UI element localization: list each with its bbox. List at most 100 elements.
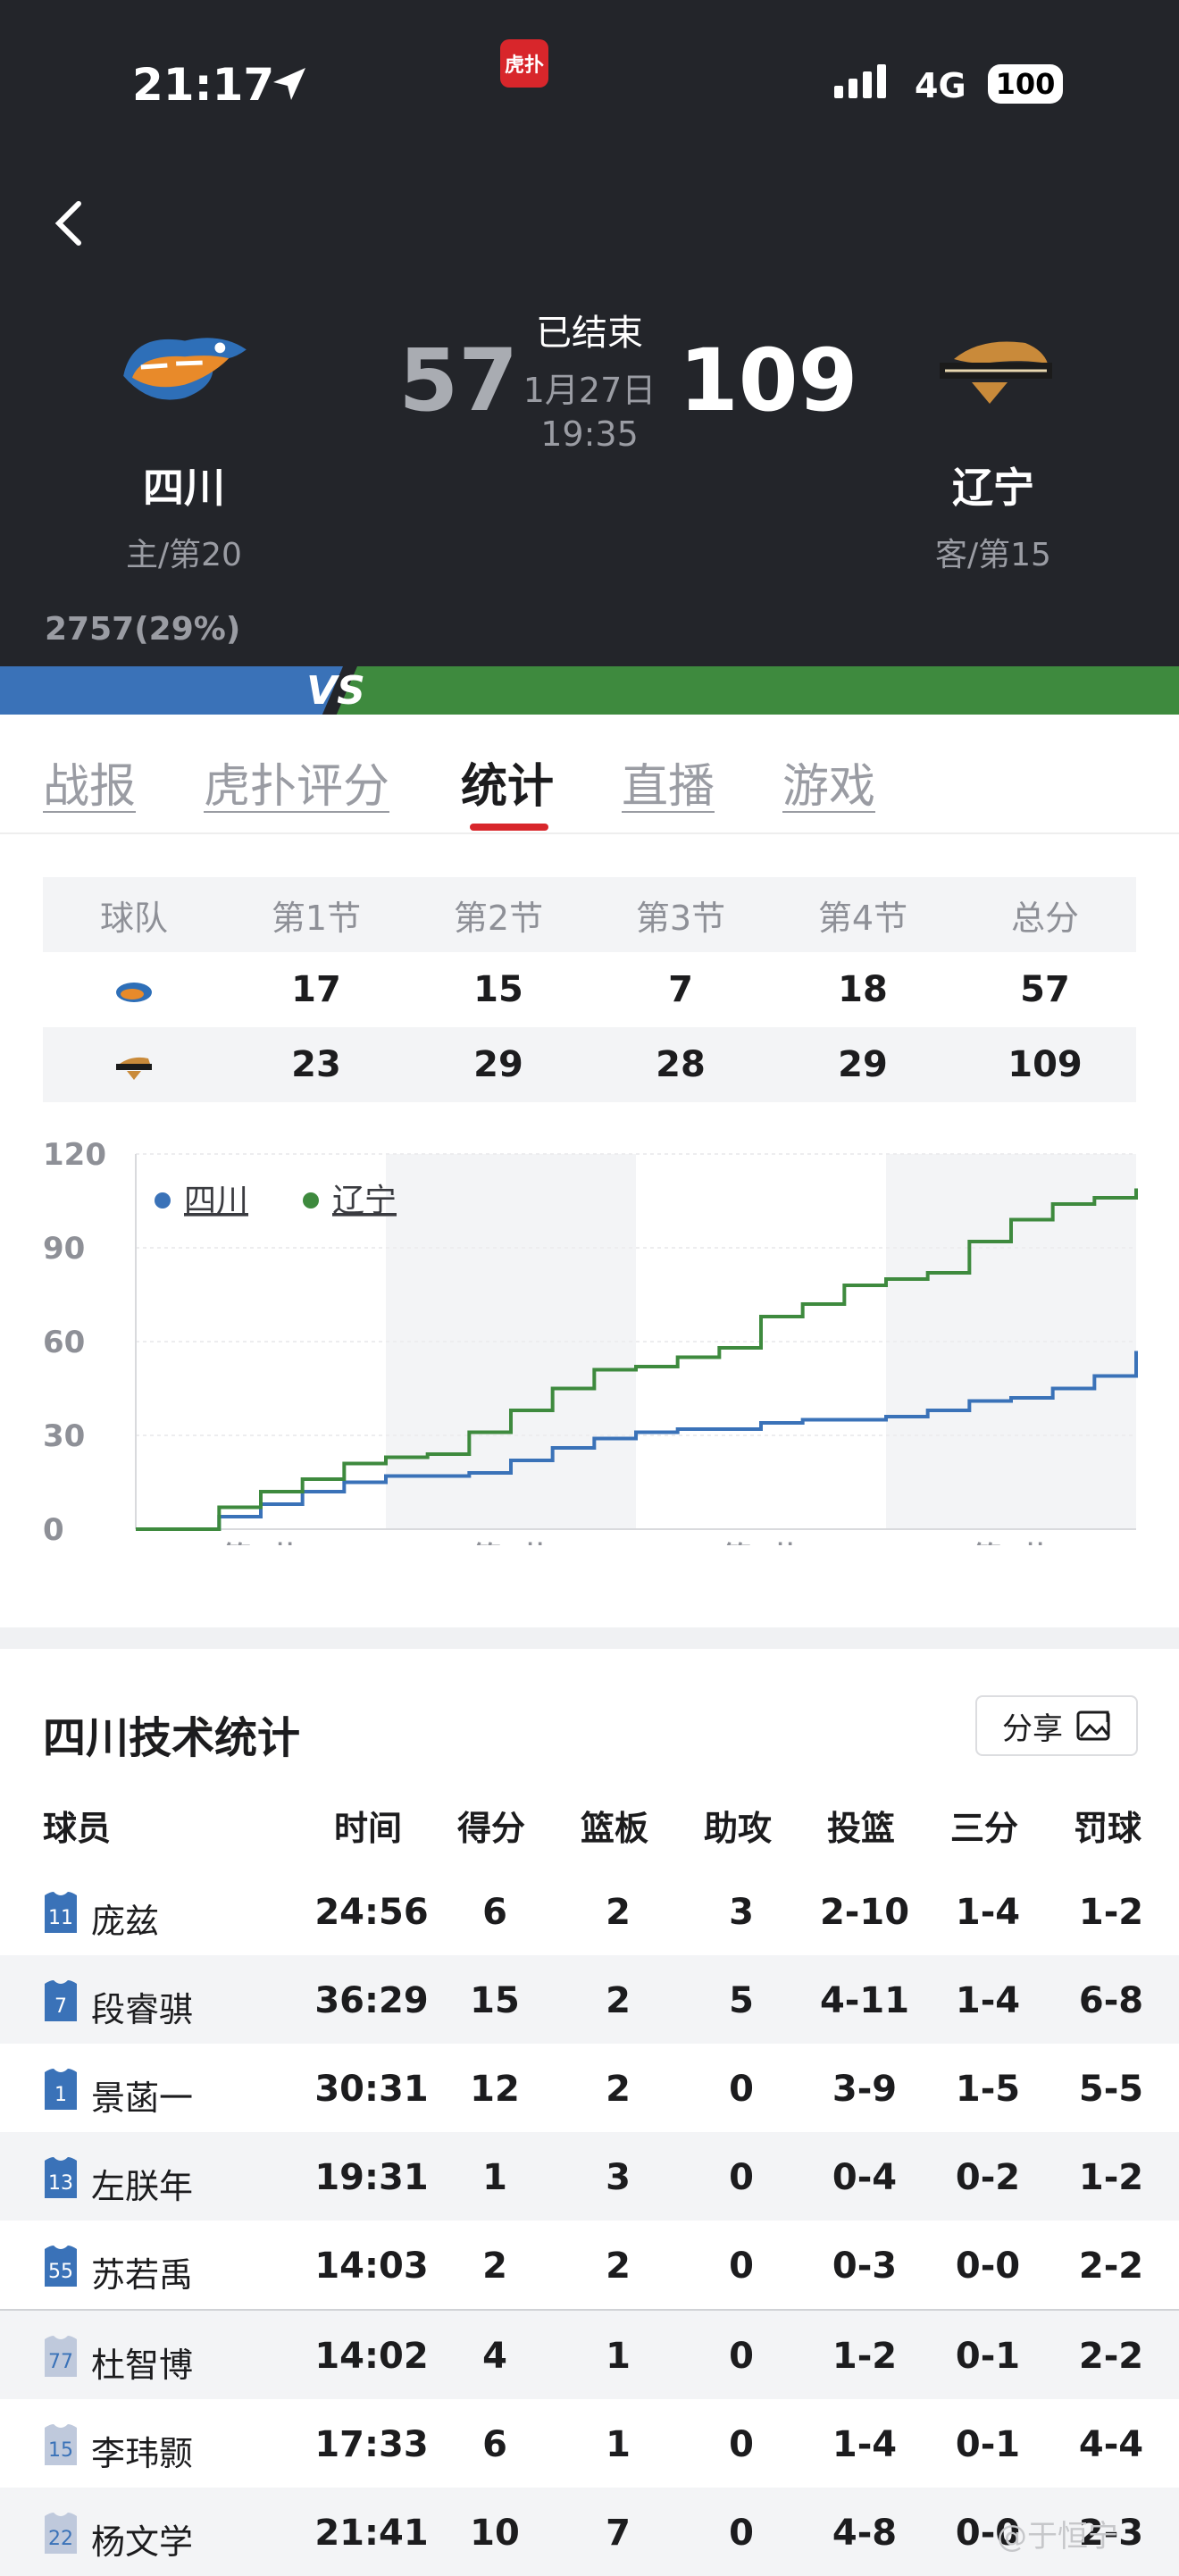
header-fg: 投篮 (827, 1809, 896, 1848)
table-row[interactable]: 13 左朕年 19:31 1 3 0 0-4 0-2 1-2 (0, 2132, 1179, 2221)
score-cell: 109 (1008, 1044, 1083, 1085)
stat-time: 21:41 (314, 2513, 429, 2554)
table-header-cell: 第4节 (817, 898, 908, 938)
score-cell: 18 (838, 969, 888, 1010)
jersey-icon: 77 (45, 2336, 77, 2377)
table-row[interactable]: 7 段睿骐 36:29 15 2 5 4-11 1-4 6-8 (0, 1955, 1179, 2044)
signal-icon (834, 64, 891, 98)
bench-divider (0, 2309, 1179, 2311)
player-name[interactable]: 左朕年 (91, 2167, 194, 2206)
header-assists: 助攻 (704, 1809, 773, 1848)
share-button[interactable]: 分享 (975, 1695, 1138, 1756)
stat-rebounds: 2 (606, 2069, 631, 2110)
player-name[interactable]: 杜智博 (91, 2346, 194, 2385)
score-flow-chart: 120 90 60 30 0 第1节 第2节 第3节 第4节 四川 辽宁 (43, 1137, 1138, 1545)
network-type: 4G (915, 66, 966, 105)
y-tick-label: 120 (43, 1137, 106, 1173)
tab-rating[interactable]: 虎扑评分 (204, 760, 390, 814)
score-cell: 29 (838, 1044, 888, 1085)
share-label: 分享 (1002, 1710, 1063, 1747)
table-header-cell: 总分 (1010, 898, 1079, 938)
legend-dot (303, 1192, 319, 1209)
stats-title: 四川技术统计 (43, 1713, 301, 1763)
stat-assists: 0 (729, 2069, 754, 2110)
stat-rebounds: 3 (606, 2157, 631, 2198)
stat-points: 15 (470, 1980, 520, 2021)
x-tick-label: 第3节 (723, 1540, 799, 1545)
header-time: 时间 (334, 1809, 403, 1848)
stat-fg: 1-4 (832, 2424, 898, 2465)
sichuan-mini-logo-icon (116, 983, 152, 1002)
stat-ft: 2-2 (1078, 2246, 1144, 2287)
stat-assists: 0 (729, 2513, 754, 2554)
stat-fg: 1-2 (832, 2336, 898, 2377)
tab-game[interactable]: 游戏 (782, 760, 876, 814)
legend-label[interactable]: 四川 (184, 1183, 248, 1219)
home-score: 57 (398, 330, 518, 431)
stat-rebounds: 2 (606, 1980, 631, 2021)
active-tab-indicator (470, 824, 548, 831)
header-3pt: 三分 (950, 1809, 1019, 1848)
player-name[interactable]: 李玮颢 (91, 2434, 194, 2473)
stat-ft: 6-8 (1078, 1980, 1144, 2021)
stat-three-pt: 1-4 (955, 1892, 1021, 1933)
jersey-number: 22 (48, 2528, 73, 2550)
table-row[interactable]: 15 李玮颢 17:33 6 1 0 1-4 0-1 4-4 (0, 2399, 1179, 2488)
player-name[interactable]: 庞兹 (91, 1902, 160, 1941)
table-row-home: 17 15 7 18 57 (43, 952, 1136, 1027)
tab-report[interactable]: 战报 (43, 760, 137, 814)
table-row[interactable]: 1 景菡一 30:31 12 2 0 3-9 1-5 5-5 (0, 2044, 1179, 2132)
stat-fg: 0-3 (832, 2246, 898, 2287)
watermark: @于恒宁 (997, 2519, 1118, 2555)
section-divider (0, 1627, 1179, 1649)
table-row[interactable]: 55 苏若禹 14:03 2 2 0 0-3 0-0 2-2 (0, 2221, 1179, 2309)
battery-icon: 100 (988, 64, 1063, 104)
sichuan-logo-icon[interactable] (114, 314, 255, 420)
table-header-cell: 第2节 (453, 898, 544, 938)
stat-ft: 2-2 (1078, 2336, 1144, 2377)
player-name[interactable]: 杨文学 (91, 2522, 194, 2562)
game-header: 21:17 虎扑 4G 100 四川 主/第20 辽宁 客/第15 57 109… (0, 0, 1179, 716)
player-name[interactable]: 苏若禹 (91, 2255, 194, 2295)
table-row[interactable]: 11 庞兹 24:56 6 2 3 2-10 1-4 1-2 (0, 1867, 1179, 1955)
x-tick-label: 第2节 (472, 1540, 549, 1545)
tab-live[interactable]: 直播 (622, 760, 715, 814)
location-arrow-icon (273, 68, 305, 100)
app-badge-icon: 虎扑 (500, 39, 548, 88)
table-row-away: 23 29 28 29 109 (43, 1027, 1136, 1102)
stat-assists: 0 (729, 2424, 754, 2465)
stat-assists: 0 (729, 2246, 754, 2287)
stat-fg: 0-4 (832, 2157, 898, 2198)
vs-label: VS (306, 668, 365, 714)
stat-assists: 0 (729, 2336, 754, 2377)
score-cell: 57 (1020, 969, 1070, 1010)
table-header-cell: 第1节 (271, 898, 362, 938)
stat-ft: 1-2 (1078, 2157, 1144, 2198)
x-tick-label: 第4节 (973, 1540, 1049, 1545)
away-team-rank: 客/第15 (935, 537, 1051, 573)
table-row[interactable]: 77 杜智博 14:02 4 1 0 1-2 0-1 2-2 (0, 2311, 1179, 2399)
jersey-number: 11 (48, 1907, 73, 1929)
tab-stats[interactable]: 统计 (461, 760, 555, 814)
jersey-icon: 13 (45, 2157, 77, 2198)
player-name[interactable]: 段睿骐 (91, 1990, 194, 2029)
quarter-score-table: 球队 第1节 第2节 第3节 第4节 总分 17 15 7 18 57 (43, 877, 1136, 1102)
stat-fg: 2-10 (819, 1892, 910, 1933)
support-bar: VS (0, 666, 1179, 716)
player-name[interactable]: 景菡一 (91, 2078, 194, 2118)
back-icon[interactable] (50, 198, 86, 248)
stat-points: 4 (482, 2336, 507, 2377)
legend-label[interactable]: 辽宁 (332, 1183, 397, 1219)
stat-time: 36:29 (314, 1980, 429, 2021)
stat-points: 1 (482, 2157, 507, 2198)
stat-three-pt: 0-0 (955, 2513, 1021, 2554)
stat-rebounds: 1 (606, 2336, 631, 2377)
jersey-number: 7 (54, 1995, 67, 2018)
stat-time: 17:33 (314, 2424, 429, 2465)
score-cell: 15 (473, 969, 523, 1010)
score-cell: 29 (473, 1044, 523, 1085)
stat-rebounds: 7 (606, 2513, 631, 2554)
status-time: 21:17 (132, 59, 275, 111)
game-date: 1月27日 (523, 371, 656, 410)
liaoning-logo-icon[interactable] (936, 332, 1056, 407)
